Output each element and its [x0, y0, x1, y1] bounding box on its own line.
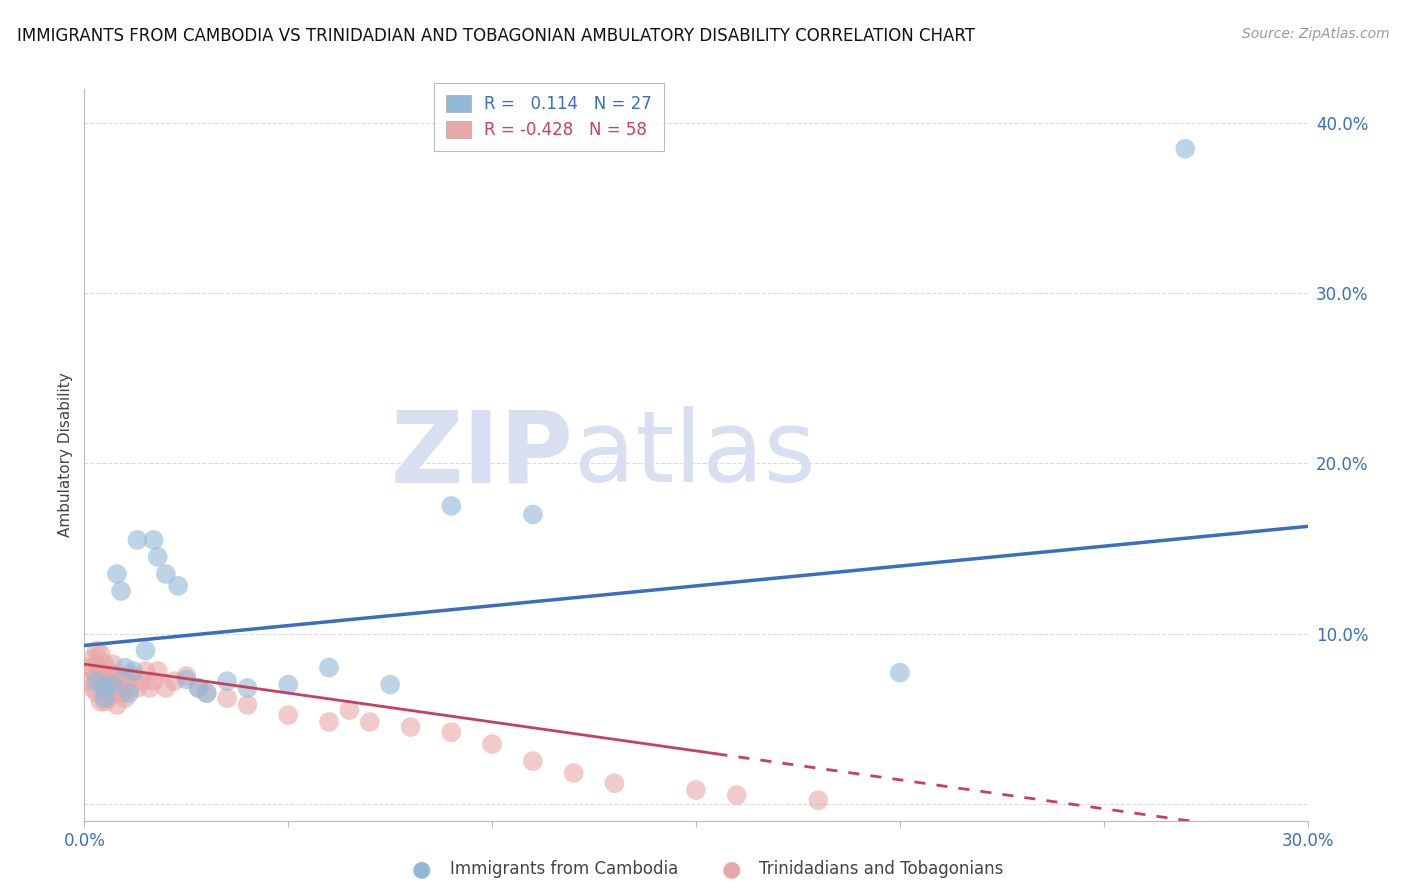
Point	[90, 677, 112, 691]
Point	[101, 669, 124, 683]
Point	[82, 681, 104, 695]
Point	[195, 686, 218, 700]
Point	[110, 584, 132, 599]
Point	[217, 674, 239, 689]
Point	[114, 691, 136, 706]
Point	[142, 674, 165, 689]
Point	[97, 664, 120, 678]
Text: Source: ZipAtlas.com: Source: ZipAtlas.com	[1241, 27, 1389, 41]
Point	[101, 686, 124, 700]
Point	[118, 686, 141, 700]
Point	[277, 708, 299, 723]
Point	[101, 677, 124, 691]
Point	[440, 499, 463, 513]
Point	[93, 669, 115, 683]
Point	[105, 681, 128, 695]
Point	[93, 681, 115, 695]
Point	[86, 669, 108, 683]
Point	[118, 681, 141, 695]
Point	[86, 674, 108, 689]
Text: ZIP: ZIP	[391, 407, 574, 503]
Point	[155, 681, 177, 695]
Point	[359, 714, 381, 729]
Point	[522, 508, 544, 522]
Text: Trinidadians and Tobagonians: Trinidadians and Tobagonians	[759, 860, 1004, 878]
Point	[339, 703, 361, 717]
Point	[127, 681, 149, 695]
Point	[277, 677, 299, 691]
Point	[105, 698, 128, 712]
Point	[807, 793, 830, 807]
Point	[82, 652, 104, 666]
Point	[127, 533, 149, 547]
Point	[167, 579, 190, 593]
Point	[90, 664, 112, 678]
Point	[110, 686, 132, 700]
Point	[77, 674, 100, 689]
Point	[114, 660, 136, 674]
Y-axis label: Ambulatory Disability: Ambulatory Disability	[58, 373, 73, 537]
Point	[86, 643, 108, 657]
Point	[93, 691, 115, 706]
Text: atlas: atlas	[574, 407, 815, 503]
Point	[86, 686, 108, 700]
Text: ●: ●	[721, 859, 741, 879]
Point	[481, 737, 503, 751]
Point	[93, 657, 115, 672]
Text: ●: ●	[412, 859, 432, 879]
Point	[90, 647, 112, 661]
Point	[889, 665, 911, 680]
Point	[146, 549, 169, 564]
Point	[522, 754, 544, 768]
Point	[97, 677, 120, 691]
Point	[110, 669, 132, 683]
Point	[603, 776, 626, 790]
Point	[114, 674, 136, 689]
Point	[131, 674, 153, 689]
Point	[440, 725, 463, 739]
Point	[195, 686, 218, 700]
Point	[187, 681, 209, 695]
Point	[105, 566, 128, 581]
Point	[105, 669, 128, 683]
Point	[217, 691, 239, 706]
Point	[122, 664, 145, 678]
Point	[725, 788, 748, 802]
Point	[90, 695, 112, 709]
Text: IMMIGRANTS FROM CAMBODIA VS TRINIDADIAN AND TOBAGONIAN AMBULATORY DISABILITY COR: IMMIGRANTS FROM CAMBODIA VS TRINIDADIAN …	[17, 27, 974, 45]
Point	[163, 674, 186, 689]
Point	[142, 533, 165, 547]
Point	[174, 673, 197, 687]
Point	[138, 681, 160, 695]
Point	[135, 664, 157, 678]
Point	[1174, 142, 1197, 156]
Point	[318, 660, 340, 674]
Point	[122, 669, 145, 683]
Point	[236, 698, 259, 712]
Point	[399, 720, 422, 734]
Point	[97, 691, 120, 706]
Point	[146, 664, 169, 678]
Point	[77, 660, 100, 674]
Point	[101, 657, 124, 672]
Point	[174, 669, 197, 683]
Point	[236, 681, 259, 695]
Point	[685, 783, 707, 797]
Point	[93, 695, 115, 709]
Point	[86, 657, 108, 672]
Point	[318, 714, 340, 729]
Point	[187, 681, 209, 695]
Legend: R =   0.114   N = 27, R = -0.428   N = 58: R = 0.114 N = 27, R = -0.428 N = 58	[434, 83, 664, 151]
Point	[562, 766, 585, 780]
Point	[93, 681, 115, 695]
Point	[135, 643, 157, 657]
Point	[380, 677, 402, 691]
Text: Immigrants from Cambodia: Immigrants from Cambodia	[450, 860, 678, 878]
Point	[155, 566, 177, 581]
Point	[82, 664, 104, 678]
